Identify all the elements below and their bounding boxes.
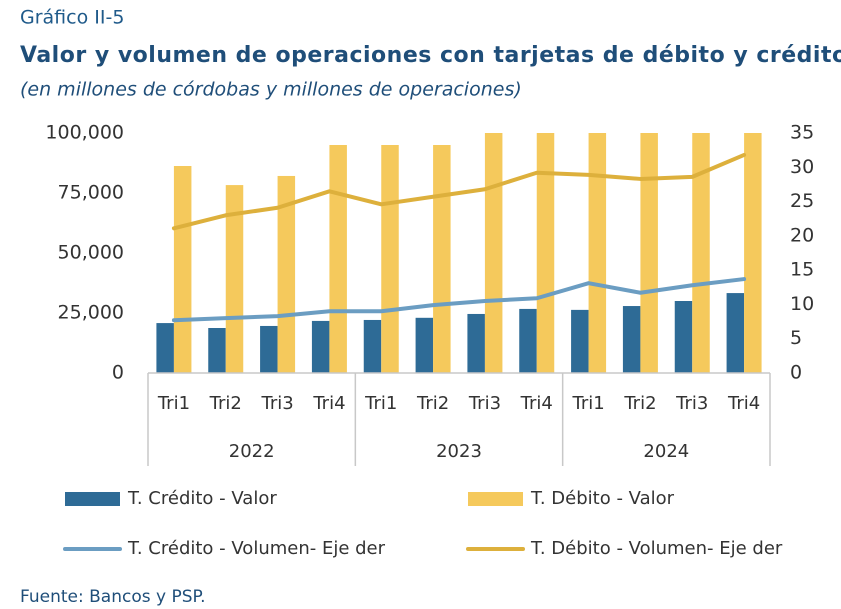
y2-tick-label: 35	[790, 122, 814, 144]
bar	[208, 328, 226, 373]
x-tick-label: Tri1	[571, 393, 604, 414]
bar	[744, 133, 762, 373]
bar	[519, 308, 537, 373]
bar	[692, 133, 710, 373]
bar	[311, 320, 330, 373]
bar	[588, 133, 607, 373]
bar	[225, 185, 244, 373]
legend-label: T. Crédito - Volumen- Eje der	[127, 538, 386, 559]
y-tick-label: 25,000	[58, 302, 124, 324]
x-tick-label: Tri1	[364, 393, 397, 414]
legend-swatch	[468, 492, 523, 506]
x-tick-label: Tri2	[623, 393, 656, 414]
group-label: 2023	[436, 441, 482, 462]
x-tick-label: Tri4	[312, 393, 345, 414]
source: Fuente: Bancos y PSP.	[20, 587, 206, 607]
legend-swatch	[65, 492, 120, 506]
bar	[640, 133, 658, 373]
chart-label: Gráfico II-5	[20, 7, 124, 29]
legend-label: T. Crédito - Valor	[127, 488, 277, 509]
x-tick-label: Tri3	[675, 393, 708, 414]
bar	[622, 306, 641, 373]
group-label: 2024	[643, 441, 689, 462]
x-tick-label: Tri1	[157, 393, 190, 414]
x-tick-label: Tri3	[468, 393, 501, 414]
legend-label: T. Débito - Valor	[530, 488, 675, 509]
bar	[726, 293, 745, 373]
bar	[467, 313, 485, 373]
bar	[260, 325, 278, 373]
x-tick-label: Tri3	[260, 393, 293, 414]
bar	[415, 317, 434, 373]
bar	[571, 309, 589, 373]
y2-tick-label: 20	[790, 224, 814, 246]
y-tick-label: 50,000	[58, 242, 124, 264]
bar	[381, 145, 399, 373]
y2-tick-label: 10	[790, 293, 814, 315]
x-tick-label: Tri2	[209, 393, 242, 414]
y2-tick-label: 25	[790, 190, 814, 212]
bar	[329, 145, 347, 373]
legend-label: T. Débito - Volumen- Eje der	[530, 538, 783, 559]
bar	[433, 145, 451, 373]
x-tick-label: Tri4	[520, 393, 553, 414]
y2-tick-label: 0	[790, 362, 802, 384]
y-tick-label: 75,000	[58, 182, 124, 204]
x-tick-label: Tri4	[727, 393, 760, 414]
chart-subtitle: (en millones de córdobas y millones de o…	[20, 79, 522, 101]
y2-tick-label: 30	[790, 156, 814, 178]
y-tick-label: 100,000	[45, 122, 124, 144]
bar	[536, 133, 555, 373]
bar	[674, 301, 693, 373]
group-label: 2022	[229, 441, 275, 462]
y-tick-label: 0	[112, 362, 124, 384]
y2-tick-label: 5	[790, 327, 802, 349]
x-tick-label: Tri2	[416, 393, 449, 414]
line	[171, 152, 747, 231]
y2-tick-label: 15	[790, 259, 814, 281]
bar	[363, 319, 382, 373]
line	[171, 277, 747, 323]
bar	[173, 166, 192, 373]
bar	[156, 323, 174, 373]
bar	[484, 133, 503, 373]
bar	[277, 175, 296, 373]
chart-title: Valor y volumen de operaciones con tarje…	[20, 43, 841, 68]
